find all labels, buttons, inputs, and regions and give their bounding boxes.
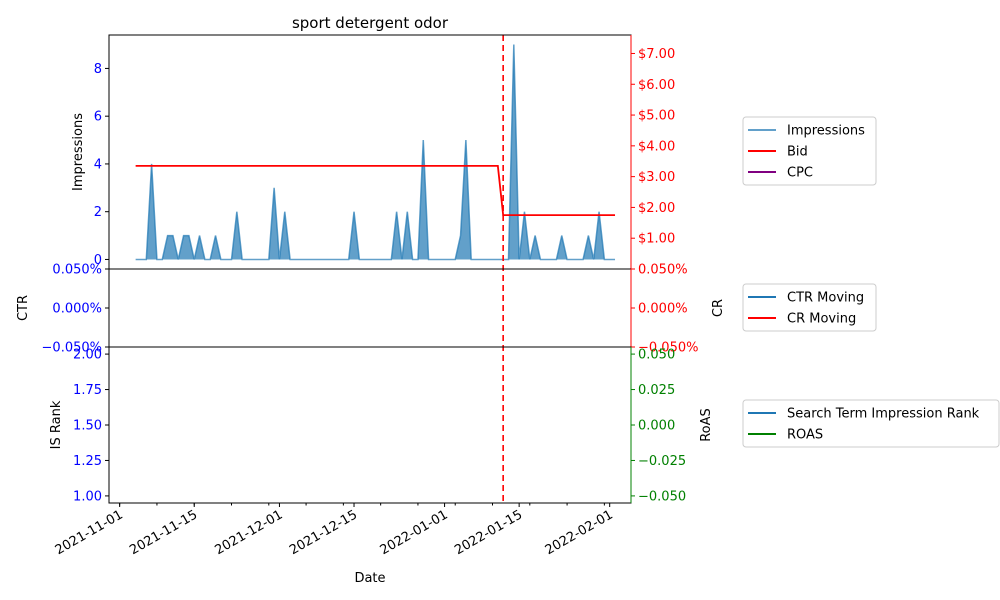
panel3-right-ylabel: RoAS xyxy=(699,408,714,442)
panel-2-right-tick-label: 0.000% xyxy=(638,302,688,317)
panel-3-left-tick-label: 1.50 xyxy=(73,419,102,434)
panel-3-right-tick-label: −0.025 xyxy=(638,454,686,469)
panel1-left-ylabel: Impressions xyxy=(71,113,86,191)
x-tick-label: 2021-12-15 xyxy=(287,507,360,558)
panel-1-right-tick-label: $5.00 xyxy=(638,109,675,124)
chart-title: sport detergent odor xyxy=(292,14,449,32)
x-axis-label: Date xyxy=(354,571,385,586)
x-tick-label: 2021-11-01 xyxy=(53,507,126,558)
panel2-right-ylabel: CR xyxy=(711,299,726,317)
legend-3-label: Search Term Impression Rank xyxy=(787,407,980,422)
panel-2-right-tick-label: −0.050% xyxy=(638,341,698,356)
panel-1-right-tick-label: $3.00 xyxy=(638,170,675,185)
legend-2-label: CTR Moving xyxy=(787,291,864,306)
panel-3-right-tick-label: 0.000 xyxy=(638,419,675,434)
panel-3-right-tick-label: −0.050 xyxy=(638,489,686,504)
panel-1-right-tick-label: $2.00 xyxy=(638,201,675,216)
panel2-left-ylabel: CTR xyxy=(16,295,31,321)
panel-1-left-tick-label: 8 xyxy=(94,62,102,77)
panel-1-left-tick-label: 0 xyxy=(94,253,102,268)
bid-line xyxy=(135,164,616,217)
panel-1-left-tick-label: 4 xyxy=(94,157,102,172)
legend-2-box xyxy=(742,283,877,332)
x-tick-label: 2021-12-01 xyxy=(213,507,286,558)
panel-1-right-tick-label: $7.00 xyxy=(638,47,675,62)
panel-3-left-tick-label: 2.00 xyxy=(73,348,102,363)
panel-1-right-tick-label: $6.00 xyxy=(638,78,675,93)
panel-2-frame xyxy=(108,268,632,348)
legend-3-box xyxy=(742,399,1000,448)
x-tick-label: 2022-01-01 xyxy=(378,507,451,558)
legend-1-label: CPC xyxy=(787,166,813,181)
panel-1-left-tick-label: 6 xyxy=(94,110,102,125)
x-tick-label: 2022-02-01 xyxy=(543,507,616,558)
legend-1-label: Impressions xyxy=(787,124,865,139)
legend-1-box xyxy=(742,116,877,186)
panel-3-left-tick-label: 1.25 xyxy=(73,454,102,469)
panel-1-right-tick-label: $4.00 xyxy=(638,139,675,154)
panel-3-left-tick-label: 1.00 xyxy=(73,489,102,504)
panel3-left-ylabel: IS Rank xyxy=(49,400,64,449)
x-tick-label: 2021-11-15 xyxy=(127,507,200,558)
legend-2-label: CR Moving xyxy=(787,312,856,327)
panel-3-frame xyxy=(108,346,632,504)
panel-2-left-tick-label: 0.050% xyxy=(52,263,102,278)
panel-2-right-tick-label: 0.050% xyxy=(638,263,688,278)
panel-1-left-tick-label: 2 xyxy=(94,205,102,220)
legend-1-label: Bid xyxy=(787,145,808,160)
panel-1-right-tick-label: $1.00 xyxy=(638,232,675,247)
panel-3-right-tick-label: 0.025 xyxy=(638,383,675,398)
legend-3-label: ROAS xyxy=(787,428,823,443)
x-tick-label: 2022-01-15 xyxy=(452,507,525,558)
panel-2-left-tick-label: −0.050% xyxy=(42,341,102,356)
impressions-area xyxy=(135,44,616,260)
panel-3-left-tick-label: 1.75 xyxy=(73,383,102,398)
panel-3-right-tick-label: 0.050 xyxy=(638,348,675,363)
panel-2-left-tick-label: 0.000% xyxy=(52,302,102,317)
panel-1-frame xyxy=(108,34,632,270)
impressions-line xyxy=(135,44,616,261)
